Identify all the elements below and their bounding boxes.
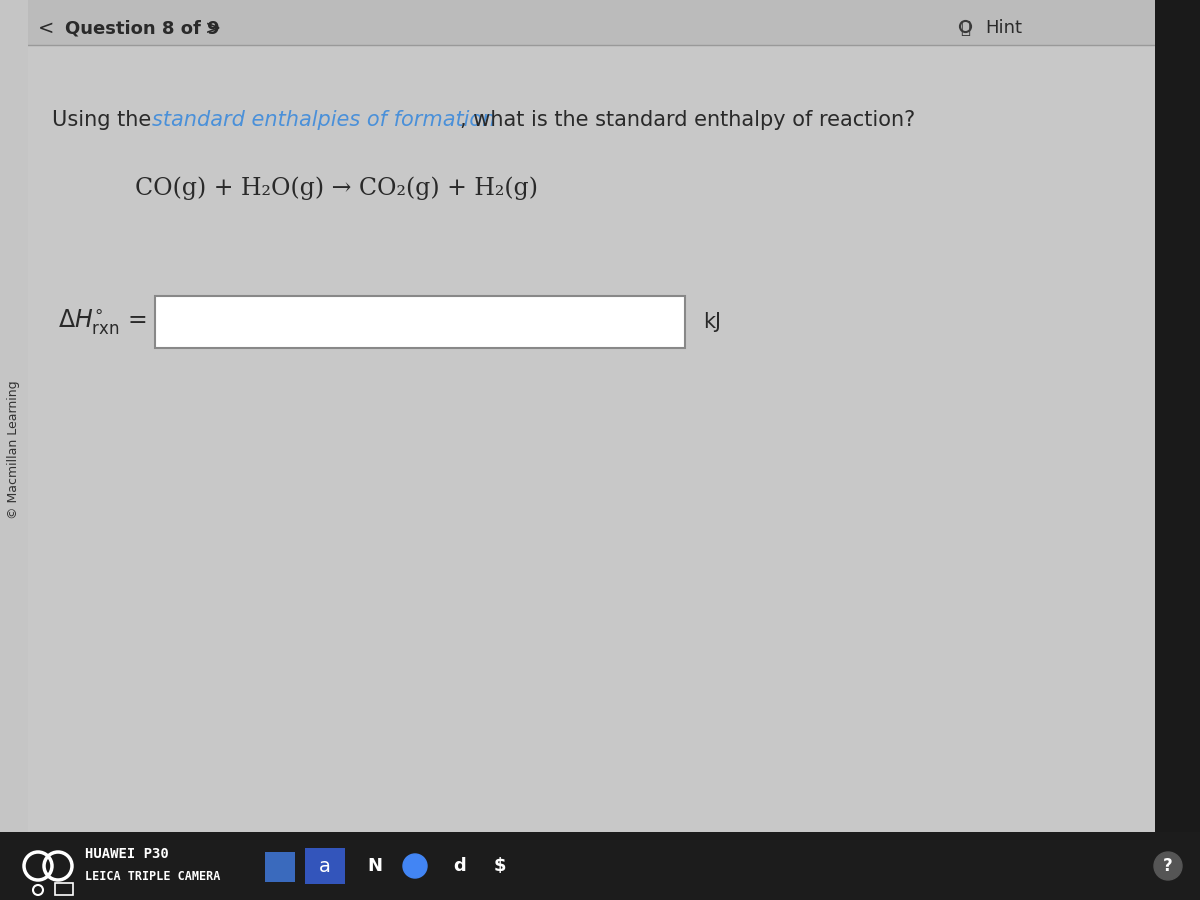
Text: d: d: [454, 857, 467, 875]
Text: >: >: [205, 19, 221, 38]
Bar: [305, 848, 346, 884]
Bar: [1154, 0, 1200, 900]
Text: ?: ?: [1163, 857, 1172, 875]
Text: ⤧: ⤧: [960, 19, 970, 37]
Text: a: a: [319, 857, 331, 876]
Text: © Macmillan Learning: © Macmillan Learning: [7, 381, 20, 519]
Text: LEICA TRIPLE CAMERA: LEICA TRIPLE CAMERA: [85, 869, 221, 883]
Circle shape: [403, 854, 427, 878]
Text: N: N: [367, 857, 383, 875]
Text: <: <: [38, 19, 54, 38]
Text: Using the: Using the: [52, 110, 158, 130]
Bar: [55, 883, 73, 895]
Text: Question 8 of 9: Question 8 of 9: [65, 19, 220, 37]
Bar: [155, 296, 685, 348]
Circle shape: [1154, 852, 1182, 880]
Text: Hint: Hint: [985, 19, 1022, 37]
Text: kJ: kJ: [703, 312, 721, 332]
Text: , what is the standard enthalpy of reaction?: , what is the standard enthalpy of react…: [460, 110, 916, 130]
Bar: [0, 832, 1200, 900]
Text: standard enthalpies of formation: standard enthalpies of formation: [152, 110, 496, 130]
Text: HUAWEI P30: HUAWEI P30: [85, 847, 169, 861]
Bar: [0, 0, 28, 900]
Text: CO(g) + H₂O(g) → CO₂(g) + H₂(g): CO(g) + H₂O(g) → CO₂(g) + H₂(g): [134, 176, 538, 200]
Bar: [265, 852, 295, 882]
Text: $\Delta H^{\circ}_{\mathrm{rxn}}$ =: $\Delta H^{\circ}_{\mathrm{rxn}}$ =: [58, 308, 146, 337]
Text: $: $: [493, 857, 506, 875]
Bar: [0, 0, 1200, 45]
